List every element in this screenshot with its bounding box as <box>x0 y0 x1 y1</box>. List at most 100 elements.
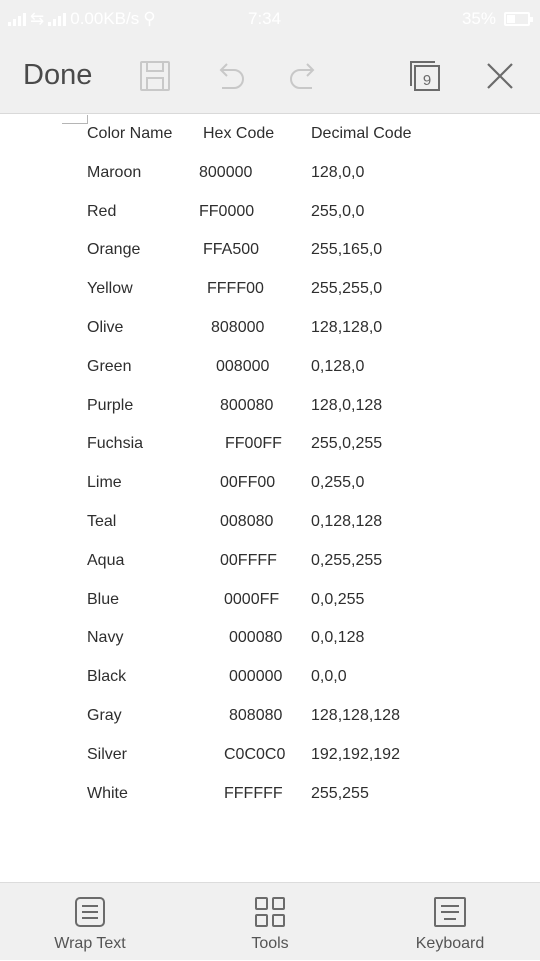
bottom-bar: Wrap Text Tools Keyboard <box>0 882 540 960</box>
decimal-code-cell[interactable]: 128,0,0 <box>311 163 365 181</box>
table-row[interactable]: Maroon 800000 128,0,0 <box>0 164 540 202</box>
tools-label: Tools <box>251 935 289 952</box>
color-name-cell[interactable]: Green <box>87 357 132 375</box>
decimal-code-cell[interactable]: 255,255 <box>311 784 369 802</box>
hex-code-cell[interactable]: 000080 <box>229 629 283 647</box>
keyboard-label: Keyboard <box>415 935 485 952</box>
hex-code-cell[interactable]: FFFF00 <box>207 280 264 298</box>
table-row[interactable]: Lime 00FF00 0,255,0 <box>0 474 540 512</box>
hex-code-cell[interactable]: 0000FF <box>224 590 280 608</box>
color-name-cell[interactable]: Lime <box>87 474 122 492</box>
color-name-cell[interactable]: Color Name <box>87 125 173 142</box>
color-name-cell[interactable]: Teal <box>87 513 117 530</box>
hex-code-cell[interactable]: C0C0C0 <box>224 745 286 763</box>
hex-code-cell[interactable]: 00FFFF <box>220 551 277 569</box>
battery-icon <box>504 12 533 26</box>
table-row[interactable]: Orange FFA500 255,165,0 <box>0 241 540 279</box>
table-row[interactable]: Fuchsia FF00FF 255,0,255 <box>0 435 540 473</box>
hex-code-cell[interactable]: FFA500 <box>203 241 260 259</box>
table-row[interactable]: Aqua 00FFFF 0,255,255 <box>0 552 540 590</box>
color-name-cell[interactable]: Aqua <box>87 551 125 569</box>
color-name-cell[interactable]: Red <box>87 202 117 220</box>
sheets-count: 9 <box>423 72 431 89</box>
decimal-code-cell[interactable]: 128,0,128 <box>311 396 383 414</box>
undo-icon[interactable] <box>212 58 248 94</box>
hex-code-cell[interactable]: 800080 <box>220 396 274 414</box>
color-name-cell[interactable]: White <box>87 784 128 802</box>
hex-code-cell[interactable]: 008080 <box>220 513 274 530</box>
tools-button[interactable]: Tools <box>200 883 340 961</box>
decimal-code-cell[interactable]: 255,0,255 <box>311 435 383 453</box>
usb-icon: ⚲ <box>143 9 156 28</box>
table-row[interactable]: Yellow FFFF00 255,255,0 <box>0 280 540 318</box>
hex-code-cell[interactable]: 800000 <box>199 163 253 181</box>
close-icon[interactable] <box>482 58 518 94</box>
decimal-code-cell[interactable]: 0,255,255 <box>311 551 383 569</box>
table-row[interactable]: Navy 000080 0,0,128 <box>0 629 540 667</box>
color-name-cell[interactable]: Yellow <box>87 280 133 298</box>
table-header-row[interactable]: Color Name Hex Code Decimal Code <box>0 125 540 163</box>
color-name-cell[interactable]: Black <box>87 668 127 686</box>
keyboard-icon <box>434 897 466 927</box>
decimal-code-cell[interactable]: 255,0,0 <box>311 202 365 220</box>
hex-code-cell[interactable]: FFFFFF <box>224 784 283 802</box>
color-name-cell[interactable]: Olive <box>87 319 124 336</box>
hex-code-cell[interactable]: 00FF00 <box>220 474 276 492</box>
decimal-code-cell[interactable]: 128,128,128 <box>311 707 400 724</box>
table-row[interactable]: Blue 0000FF 0,0,255 <box>0 591 540 629</box>
decimal-code-cell[interactable]: 0,255,0 <box>311 474 365 492</box>
hex-code-cell[interactable]: Hex Code <box>203 125 275 142</box>
status-left: ⇆ 0.00KB/s ⚲ <box>8 9 156 29</box>
decimal-code-cell[interactable]: 0,0,128 <box>311 629 365 647</box>
hex-code-cell[interactable]: FF0000 <box>199 202 255 220</box>
table-row[interactable]: Green 008000 0,128,0 <box>0 358 540 396</box>
spreadsheet-area[interactable]: Color Name Hex Code Decimal Code Maroon 8000… <box>0 115 540 882</box>
keyboard-button[interactable]: Keyboard <box>380 883 520 961</box>
decimal-code-cell[interactable]: 255,165,0 <box>311 241 383 259</box>
decimal-code-cell[interactable]: 0,0,0 <box>311 668 347 686</box>
color-name-cell[interactable]: Maroon <box>87 163 142 181</box>
signal-icon <box>8 12 26 26</box>
data-transfer-icon: ⇆ <box>30 9 45 28</box>
hex-code-cell[interactable]: FF00FF <box>225 435 282 453</box>
table-row[interactable]: Teal 008080 0,128,128 <box>0 513 540 551</box>
decimal-code-cell[interactable]: Decimal Code <box>311 125 412 142</box>
clock: 7:34 <box>248 9 282 28</box>
color-name-cell[interactable]: Fuchsia <box>87 435 144 453</box>
done-button[interactable]: Done <box>23 59 93 91</box>
table-row[interactable]: Olive 808000 128,128,0 <box>0 319 540 357</box>
editor-toolbar: Done 9 <box>0 38 540 114</box>
hex-code-cell[interactable]: 808080 <box>229 707 283 724</box>
decimal-code-cell[interactable]: 128,128,0 <box>311 319 383 336</box>
signal-icon-2 <box>48 12 67 26</box>
decimal-code-cell[interactable]: 255,255,0 <box>311 280 383 298</box>
table-row[interactable]: Red FF0000 255,0,0 <box>0 203 540 241</box>
save-icon[interactable] <box>137 58 173 94</box>
table-row[interactable]: Black 000000 0,0,0 <box>0 668 540 706</box>
color-name-cell[interactable]: Blue <box>87 590 120 608</box>
network-speed: 0.00KB/s <box>70 9 140 28</box>
sheets-icon[interactable]: 9 <box>407 58 443 94</box>
decimal-code-cell[interactable]: 0,0,255 <box>311 590 365 608</box>
table-row[interactable]: White FFFFFF 255,255 <box>0 785 540 823</box>
redo-icon[interactable] <box>286 58 322 94</box>
color-name-cell[interactable]: Navy <box>87 629 124 647</box>
table-row[interactable]: Gray 808080 128,128,128 <box>0 707 540 745</box>
hex-code-cell[interactable]: 000000 <box>229 668 283 686</box>
decimal-code-cell[interactable]: 0,128,0 <box>311 357 365 375</box>
battery-percent: 35% <box>461 9 496 28</box>
hex-code-cell[interactable]: 008000 <box>216 357 270 375</box>
decimal-code-cell[interactable]: 192,192,192 <box>311 745 400 763</box>
hex-code-cell[interactable]: 808000 <box>211 319 265 336</box>
status-bar: ⇆ 0.00KB/s ⚲ 7:34 35% <box>0 0 540 38</box>
color-name-cell[interactable]: Purple <box>87 396 134 414</box>
table-row[interactable]: Purple 800080 128,0,128 <box>0 397 540 435</box>
color-name-cell[interactable]: Silver <box>87 745 128 763</box>
wrap-text-label: Wrap Text <box>54 935 126 952</box>
table-row[interactable]: Silver C0C0C0 192,192,192 <box>0 746 540 784</box>
color-name-cell[interactable]: Orange <box>87 241 141 259</box>
wrap-text-button[interactable]: Wrap Text <box>20 883 160 961</box>
decimal-code-cell[interactable]: 0,128,128 <box>311 513 383 530</box>
color-name-cell[interactable]: Gray <box>87 707 122 724</box>
cell-selection-corner <box>62 115 88 124</box>
